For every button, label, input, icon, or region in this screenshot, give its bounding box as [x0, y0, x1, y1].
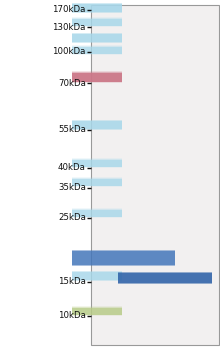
Text: 170kDa: 170kDa [52, 6, 86, 14]
Text: 100kDa: 100kDa [52, 48, 86, 56]
Bar [72, 71, 122, 83]
Bar [72, 46, 122, 54]
Bar [72, 19, 122, 26]
Text: 10kDa: 10kDa [58, 312, 86, 321]
Bar [72, 120, 122, 130]
Bar [72, 160, 122, 167]
Bar [72, 178, 122, 186]
Text: 25kDa: 25kDa [58, 214, 86, 223]
Bar [72, 178, 122, 186]
Bar [72, 308, 122, 315]
Bar [72, 307, 122, 315]
Bar [72, 17, 122, 27]
Bar [72, 158, 122, 168]
Bar [72, 121, 122, 129]
Bar [72, 4, 122, 12]
Bar [72, 271, 122, 281]
Text: 35kDa: 35kDa [58, 183, 86, 192]
Text: 70kDa: 70kDa [58, 78, 86, 88]
Bar [72, 4, 122, 13]
Bar [72, 271, 122, 281]
Bar [72, 210, 122, 217]
Bar [72, 72, 122, 82]
Bar [72, 34, 122, 42]
Text: 40kDa: 40kDa [58, 163, 86, 173]
Bar [72, 272, 122, 280]
Bar [72, 3, 122, 13]
Bar [72, 251, 175, 265]
Bar [72, 18, 122, 26]
Bar [72, 33, 122, 43]
Bar [72, 177, 122, 187]
Bar [72, 33, 122, 43]
Text: 55kDa: 55kDa [58, 126, 86, 134]
Bar [118, 272, 212, 284]
Text: 130kDa: 130kDa [52, 22, 86, 32]
Text: 15kDa: 15kDa [58, 278, 86, 287]
Bar [118, 272, 212, 284]
Bar [72, 306, 122, 316]
Bar [72, 208, 122, 218]
Bar [72, 120, 122, 130]
Bar [72, 250, 175, 266]
Bar [91, 5, 219, 345]
Bar [72, 47, 122, 54]
Bar [72, 250, 175, 266]
Bar [72, 72, 122, 82]
Bar [72, 45, 122, 55]
Bar [72, 209, 122, 217]
Bar [118, 273, 212, 283]
Bar [72, 159, 122, 167]
